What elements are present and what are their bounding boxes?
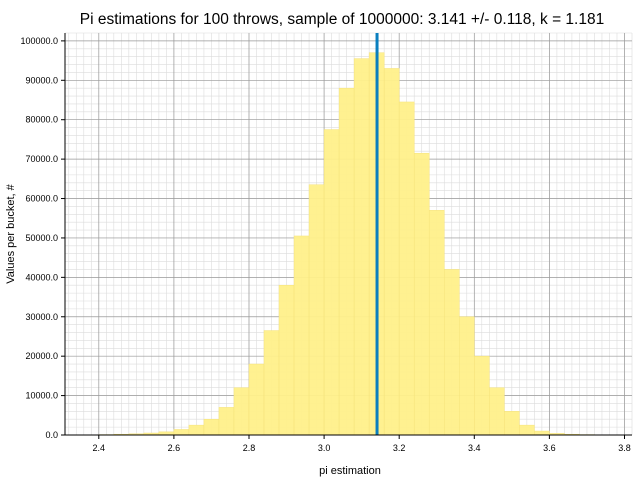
x-tick-label: 2.6 [168,443,181,453]
y-tick-label: 30000.0 [25,312,58,322]
y-tick-label: 70000.0 [25,154,58,164]
x-tick-label: 3.6 [543,443,556,453]
y-tick-label: 100000.0 [20,36,58,46]
histogram-bar [519,424,535,436]
histogram-bar [173,429,190,436]
histogram-bar [474,355,490,436]
y-tick-label: 90000.0 [25,75,58,85]
y-tick-label: 60000.0 [25,194,58,204]
x-tick-label: 3.4 [468,443,481,453]
histogram-bar [248,363,265,436]
histogram-bar [398,101,415,436]
histogram-bar [218,407,235,436]
histogram-bar [323,129,340,436]
histogram-bar [308,184,325,436]
x-axis-label: pi estimation [319,465,381,477]
histogram-bar [428,210,445,436]
histogram-bar [489,387,505,436]
histogram-bar [459,316,475,436]
histogram-bar [444,269,460,436]
x-tick-label: 2.4 [93,443,106,453]
histogram-bar [413,152,430,436]
histogram-bar [263,330,280,436]
chart-title: Pi estimations for 100 throws, sample of… [80,11,604,28]
y-ticks: 0.0 10000.0 20000.0 30000.0 40000.0 50000.0 60… [20,36,65,440]
axes [64,33,632,436]
x-ticks: 2.4 2.6 2.8 3.0 3.2 3.4 3.6 3.8 [93,435,631,453]
histogram-bar [233,387,250,436]
histogram-bar [504,411,520,436]
histogram-bar [353,58,370,436]
y-tick-label: 20000.0 [25,351,58,361]
histogram-bar [293,235,310,436]
y-tick-label: 10000.0 [25,391,58,401]
histogram-bar [278,284,295,436]
x-tick-label: 3.0 [318,443,331,453]
histogram-bar [534,430,550,436]
histogram-bar [188,424,205,436]
y-axis-label: Values per bucket, # [5,183,17,283]
histogram-bars [83,52,625,436]
y-tick-label: 50000.0 [25,233,58,243]
histogram-bar [383,68,400,436]
histogram-bar [203,418,220,436]
histogram-bar [338,87,355,436]
y-tick-label: 0.0 [45,430,58,440]
y-tick-label: 80000.0 [25,115,58,125]
x-tick-label: 2.8 [243,443,256,453]
y-tick-label: 40000.0 [25,272,58,282]
x-tick-label: 3.2 [393,443,406,453]
x-tick-label: 3.8 [618,443,631,453]
